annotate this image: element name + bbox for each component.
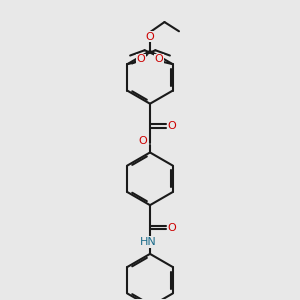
Text: O: O: [136, 55, 145, 64]
Text: O: O: [155, 55, 164, 64]
Text: O: O: [167, 121, 176, 131]
Text: HN: HN: [140, 237, 157, 247]
Text: O: O: [138, 136, 147, 146]
Text: O: O: [146, 32, 154, 41]
Text: O: O: [167, 223, 176, 232]
